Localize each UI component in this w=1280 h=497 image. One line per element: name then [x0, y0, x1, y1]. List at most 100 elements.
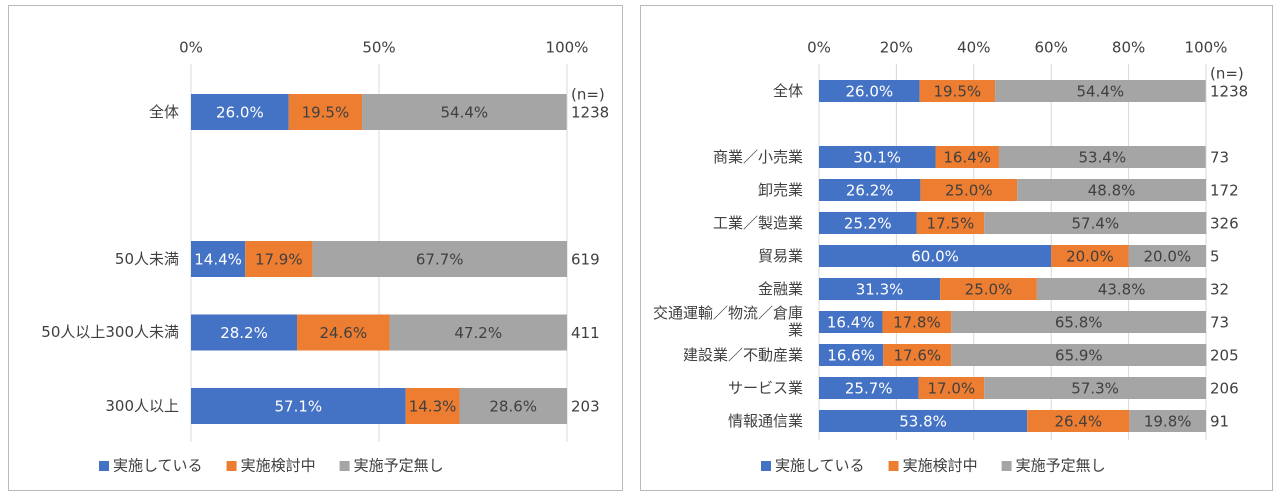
legend-swatch — [1001, 461, 1012, 471]
value-label: 53.8% — [899, 413, 947, 431]
value-label: 30.1% — [853, 149, 901, 167]
bar-segment — [191, 241, 246, 277]
n-label: 1238 — [1210, 83, 1248, 101]
value-label: 57.3% — [1071, 380, 1119, 398]
chart-panel: 0% 50% 100% 26.0% 19.5% 54.4% 1238 14.4% 17.9% 67… — [8, 5, 623, 491]
value-label: 17.5% — [927, 215, 975, 233]
x-tick-label: 100% — [546, 39, 589, 57]
value-label: 14.4% — [194, 251, 242, 269]
x-tick-label: 0% — [807, 39, 831, 57]
category-label: 交通運輸／物流／倉庫業 — [653, 304, 804, 339]
bar-segment — [191, 94, 289, 130]
bar-segment — [940, 278, 1037, 300]
legend-swatch — [761, 461, 771, 471]
legend-label: 実施検討中 — [903, 457, 978, 475]
value-label: 16.4% — [827, 314, 875, 332]
category-label: 工業／製造業 — [712, 213, 803, 232]
n-label: 5 — [1210, 248, 1220, 266]
value-label: 19.5% — [934, 83, 982, 101]
category-label: 全体 — [772, 81, 803, 100]
value-label: 16.6% — [827, 347, 875, 365]
bar-segment — [245, 241, 313, 277]
category-label: 300人以上 — [105, 396, 179, 415]
chart-panel: 0% 20% 40% 60% 80% 100% 26.0% 19.5% 54.4% 1238 30.… — [640, 5, 1273, 491]
value-label: 57.1% — [275, 398, 323, 416]
legend-label: 実施予定無し — [354, 457, 444, 475]
bar-segment — [405, 388, 460, 424]
bar-segment — [362, 94, 567, 130]
bar-segment — [819, 377, 919, 399]
legend-swatch — [99, 461, 109, 471]
value-label: 54.4% — [441, 104, 489, 122]
n-header: (n=) — [1210, 65, 1244, 83]
value-label: 19.8% — [1144, 413, 1192, 431]
bar-segment — [819, 278, 941, 300]
bar-segment — [819, 311, 883, 333]
bar-segment — [819, 410, 1028, 432]
x-tick-label: 60% — [1035, 39, 1068, 57]
value-label: 25.2% — [844, 215, 892, 233]
value-label: 65.9% — [1055, 347, 1103, 365]
bar-segment — [191, 314, 298, 351]
x-tick-label: 50% — [362, 39, 395, 57]
category-label: 商業／小売業 — [712, 147, 803, 166]
bar-segment — [389, 314, 567, 351]
value-label: 14.3% — [409, 398, 457, 416]
chart: 0% 50% 100% 26.0% 19.5% 54.4% 1238 14.4% 17.9% 67… — [99, 39, 609, 475]
value-label: 19.5% — [302, 104, 350, 122]
value-label: 65.8% — [1055, 314, 1103, 332]
value-label: 26.2% — [846, 182, 894, 200]
value-label: 43.8% — [1098, 281, 1146, 299]
bar-segment — [819, 212, 917, 234]
x-tick-label: 0% — [179, 39, 203, 57]
n-label: 203 — [571, 398, 600, 416]
bar-segment — [920, 179, 1018, 201]
value-label: 20.0% — [1066, 248, 1114, 266]
bar-segment — [984, 212, 1207, 234]
n-label: 619 — [571, 251, 600, 269]
legend-label: 実施予定無し — [1016, 457, 1106, 475]
value-label: 26.0% — [845, 83, 893, 101]
bar-segment — [1051, 245, 1129, 267]
bar-segment — [918, 377, 985, 399]
chart: 0% 20% 40% 60% 80% 100% 26.0% 19.5% 54.4% 1238 30.… — [761, 39, 1248, 475]
value-label: 67.7% — [416, 251, 464, 269]
n-label: 205 — [1210, 347, 1239, 365]
n-label: 326 — [1210, 215, 1239, 233]
bar-segment — [297, 314, 390, 351]
bar-segment — [995, 80, 1206, 102]
category-label: 建設業／不動産業 — [682, 345, 803, 364]
bar-segment — [1017, 179, 1206, 201]
value-label: 48.8% — [1088, 182, 1136, 200]
category-label: サービス業 — [727, 378, 803, 397]
legend-swatch — [888, 461, 899, 471]
bar-segment — [916, 212, 985, 234]
value-label: 17.0% — [928, 380, 976, 398]
bar-segment — [1129, 410, 1206, 432]
legend-swatch — [339, 461, 350, 471]
bar-segment — [288, 94, 363, 130]
x-tick-label: 20% — [880, 39, 913, 57]
category-label: 金融業 — [757, 279, 803, 298]
category-label: 卸売業 — [757, 180, 803, 199]
bar-segment — [984, 377, 1206, 399]
value-label: 28.6% — [489, 398, 537, 416]
category-label: 全体 — [148, 102, 179, 121]
value-label: 53.4% — [1078, 149, 1126, 167]
bar-segment — [951, 344, 1207, 366]
bar-segment — [819, 245, 1052, 267]
bar-segment — [819, 179, 921, 201]
category-label: 50人以上300人未満 — [41, 323, 179, 341]
value-label: 54.4% — [1077, 83, 1125, 101]
bar-segment — [951, 311, 1206, 333]
value-label: 25.7% — [845, 380, 893, 398]
legend-swatch — [226, 461, 237, 471]
category-label: 貿易業 — [757, 246, 803, 265]
x-tick-label: 40% — [957, 39, 990, 57]
x-tick-label: 100% — [1185, 39, 1228, 57]
value-label: 17.9% — [255, 251, 303, 269]
bar-segment — [935, 146, 999, 168]
category-label: 50人未満 — [114, 249, 179, 268]
value-label: 24.6% — [319, 324, 367, 342]
